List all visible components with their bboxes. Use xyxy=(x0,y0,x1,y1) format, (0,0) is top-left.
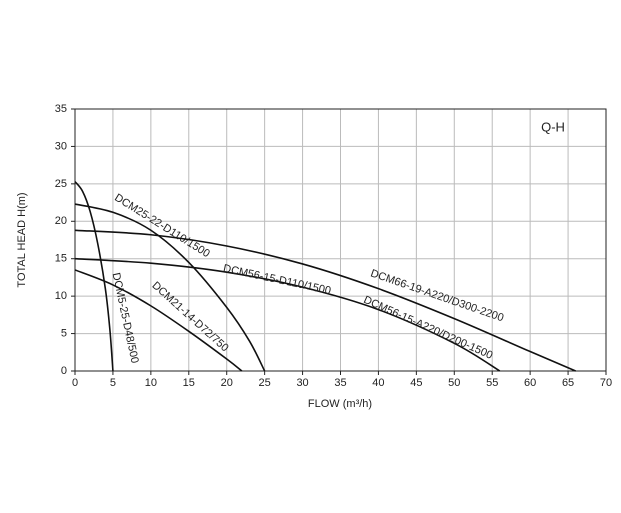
x-axis-label: FLOW (m³/h) xyxy=(308,398,372,410)
x-tick-label: 30 xyxy=(296,377,308,389)
curve-label: DCM25-22-D110/1500 xyxy=(112,192,212,260)
x-tick-label: 55 xyxy=(486,377,498,389)
pump-curve xyxy=(74,203,266,372)
pump-curve xyxy=(74,269,243,372)
x-tick-label: 20 xyxy=(221,377,233,389)
x-tick-label: 40 xyxy=(372,377,384,389)
plot-frame xyxy=(74,108,607,372)
x-tick-label: 0 xyxy=(72,377,78,389)
x-tick-label: 70 xyxy=(600,377,612,389)
x-tick-label: 15 xyxy=(183,377,195,389)
x-tick-label: 35 xyxy=(334,377,346,389)
pump-curve xyxy=(74,181,114,372)
x-tick-label: 60 xyxy=(524,377,536,389)
y-tick-label: 35 xyxy=(55,103,67,115)
x-tick-label: 25 xyxy=(259,377,271,389)
y-tick-label: 20 xyxy=(55,215,67,227)
y-tick-label: 15 xyxy=(55,253,67,265)
x-tick-label: 45 xyxy=(410,377,422,389)
x-tick-label: 5 xyxy=(110,377,116,389)
y-tick-label: 5 xyxy=(61,327,67,339)
x-tick-label: 50 xyxy=(448,377,460,389)
curve-label: DCM21-14-D72/750 xyxy=(149,280,230,355)
x-tick-label: 65 xyxy=(562,377,574,389)
y-tick-label: 0 xyxy=(61,365,67,377)
pump-curve xyxy=(74,229,576,372)
pump-curve xyxy=(74,257,501,372)
y-tick-label: 30 xyxy=(55,140,67,152)
chart-title: Q-H xyxy=(541,119,565,134)
y-tick-label: 25 xyxy=(55,178,67,190)
x-tick-label: 10 xyxy=(145,377,157,389)
y-tick-label: 10 xyxy=(55,290,67,302)
y-axis-label: TOTAL HEAD H(m) xyxy=(16,192,28,287)
